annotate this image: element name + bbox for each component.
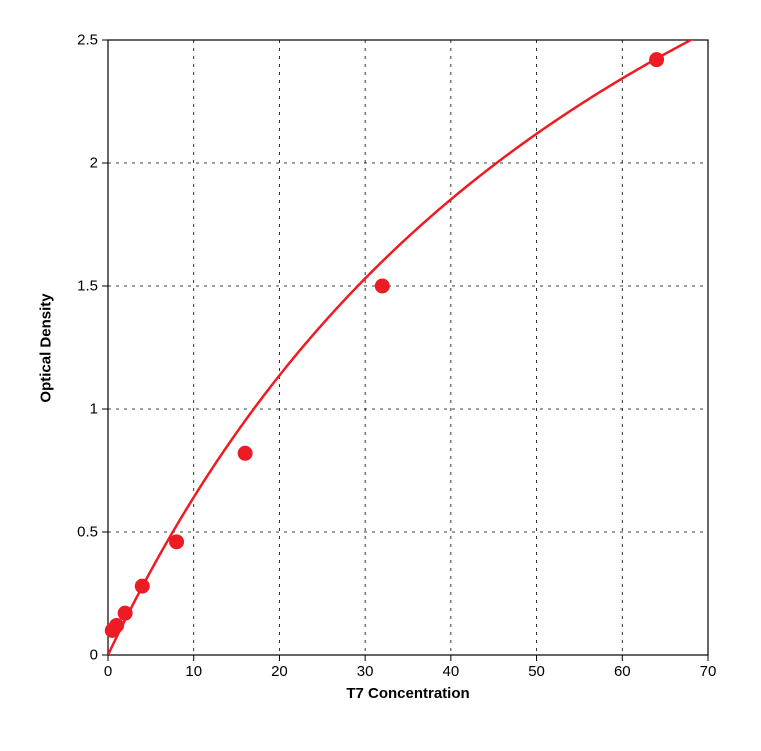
x-axis-title: T7 Concentration — [346, 685, 469, 702]
y-tick-label: 1.5 — [77, 278, 98, 295]
data-point — [238, 446, 252, 460]
y-tick-label: 1 — [90, 401, 98, 418]
y-axis-title: Optical Density — [38, 293, 55, 402]
x-tick-label: 50 — [528, 663, 545, 680]
y-tick-label: 0.5 — [77, 524, 98, 541]
x-tick-label: 40 — [443, 663, 460, 680]
data-point — [650, 53, 664, 67]
y-tick-label: 2 — [90, 155, 98, 172]
y-tick-label: 0 — [90, 647, 98, 664]
x-tick-label: 30 — [357, 663, 374, 680]
x-tick-label: 60 — [614, 663, 631, 680]
data-point — [170, 535, 184, 549]
data-point — [375, 279, 389, 293]
x-tick-label: 70 — [700, 663, 717, 680]
y-tick-label: 2.5 — [77, 32, 98, 49]
chart — [0, 0, 761, 751]
data-point — [135, 579, 149, 593]
x-tick-label: 0 — [104, 663, 112, 680]
x-tick-label: 10 — [185, 663, 202, 680]
data-point — [110, 618, 124, 632]
data-point — [118, 606, 132, 620]
x-tick-label: 20 — [271, 663, 288, 680]
